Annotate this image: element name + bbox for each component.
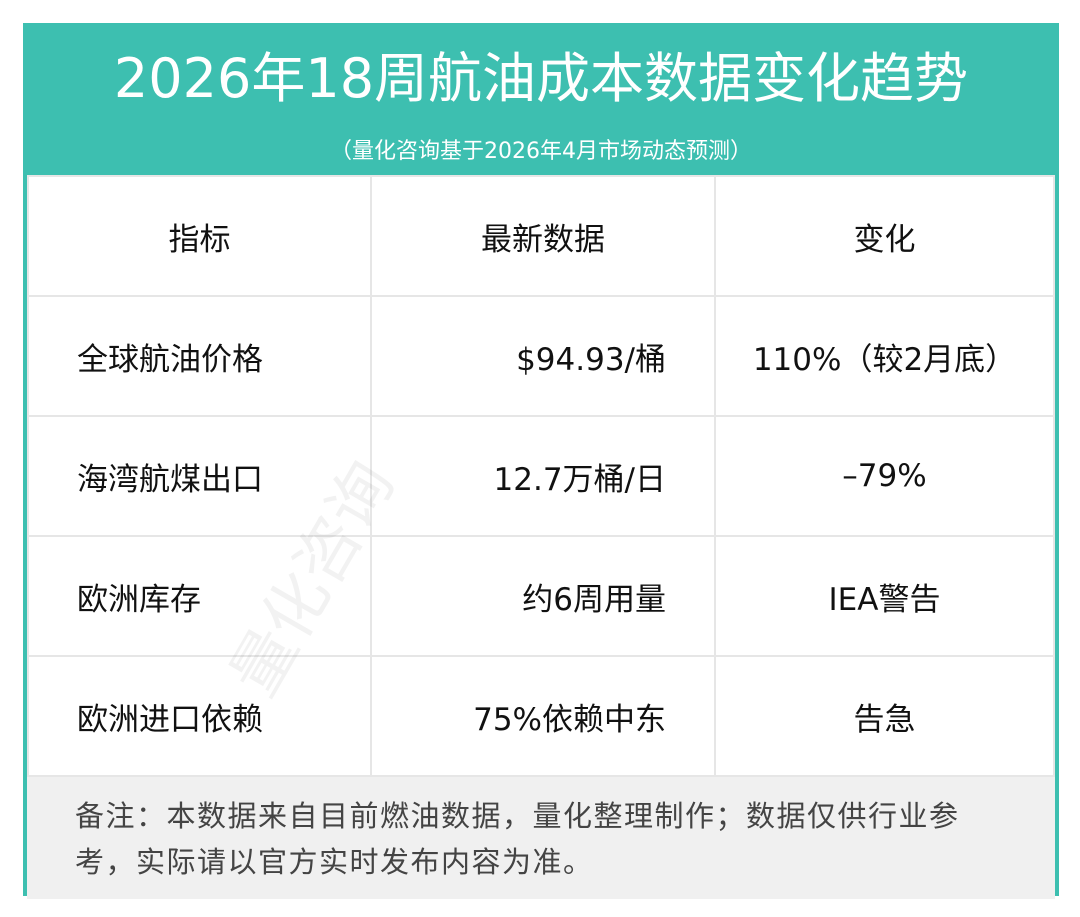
column-header: 指标 [27, 175, 372, 297]
subtitle: （量化咨询基于2026年4月市场动态预测） [330, 139, 752, 164]
title: 2026年18周航油成本数据变化趋势 [113, 47, 969, 110]
column-header: 变化 [714, 175, 1055, 297]
table-cell: 全球航油价格 [27, 295, 372, 417]
table-cell: 12.7万桶/日 [370, 415, 716, 537]
data-table: 指标 最新数据 变化 全球航油价格 $94.93/桶 110%（较2月底） 海湾航煤出口 1… [27, 175, 1055, 777]
table-cell: 75%依赖中东 [370, 655, 716, 777]
table-cell: $94.93/桶 [370, 295, 716, 417]
table-body: 全球航油价格 $94.93/桶 110%（较2月底） 海湾航煤出口 12.7万桶/日 –7… [27, 295, 1055, 777]
table-cell: 110%（较2月底） [714, 295, 1055, 417]
header: 2026年18周航油成本数据变化趋势 （量化咨询基于2026年4月市场动态预测） [27, 27, 1055, 175]
table-row: 海湾航煤出口 12.7万桶/日 –79% [27, 415, 1055, 537]
table-row: 欧洲库存 约6周用量 IEA警告 [27, 535, 1055, 657]
table-cell: 欧洲进口依赖 [27, 655, 372, 777]
header-row: 指标 最新数据 变化 [27, 175, 1055, 297]
table-row: 欧洲进口依赖 75%依赖中东 告急 [27, 655, 1055, 777]
column-header: 最新数据 [370, 175, 716, 297]
table-cell: 约6周用量 [370, 535, 716, 657]
card: 2026年18周航油成本数据变化趋势 （量化咨询基于2026年4月市场动态预测）… [23, 23, 1059, 899]
table-cell: IEA警告 [714, 535, 1055, 657]
note: 备注：本数据来自目前燃油数据，量化整理制作；数据仅供行业参考，实际请以官方实时发… [27, 777, 1055, 899]
table-cell: 海湾航煤出口 [27, 415, 372, 537]
table-cell: –79% [714, 415, 1055, 537]
table-cell: 欧洲库存 [27, 535, 372, 657]
table-cell: 告急 [714, 655, 1055, 777]
table-row: 全球航油价格 $94.93/桶 110%（较2月底） [27, 295, 1055, 417]
